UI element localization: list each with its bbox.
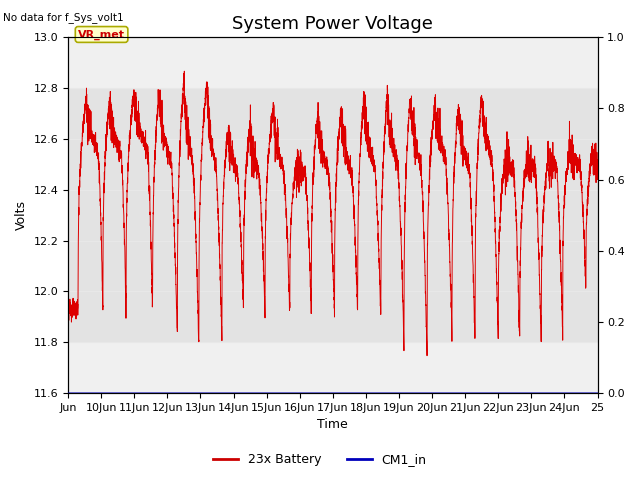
Bar <box>68 88 598 342</box>
Y-axis label: Volts: Volts <box>15 200 28 230</box>
Title: System Power Voltage: System Power Voltage <box>232 15 433 33</box>
X-axis label: Time: Time <box>317 419 348 432</box>
Legend: 23x Battery, CM1_in: 23x Battery, CM1_in <box>208 448 432 471</box>
Text: No data for f_Sys_volt1: No data for f_Sys_volt1 <box>3 12 124 23</box>
Text: VR_met: VR_met <box>78 29 125 39</box>
